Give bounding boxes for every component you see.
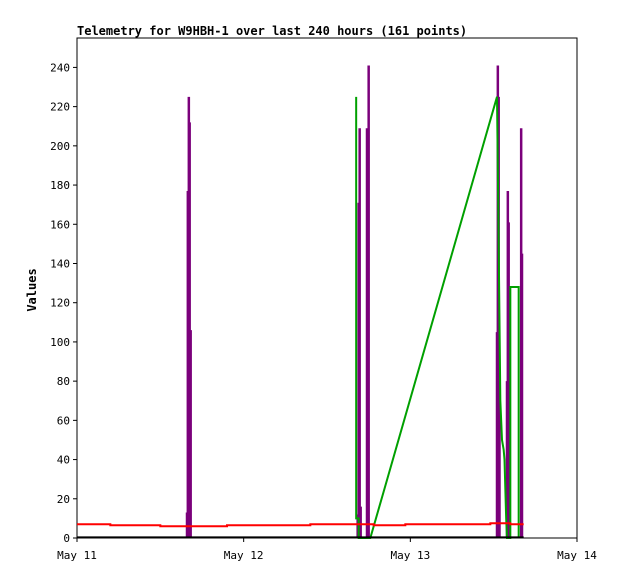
series-2 (77, 522, 524, 528)
x-tick-label: May 12 (224, 549, 264, 562)
y-tick-label: 140 (50, 257, 70, 270)
y-tick-label: 220 (50, 101, 70, 114)
x-tick-label: May 13 (390, 549, 430, 562)
series-1-line (355, 96, 520, 539)
y-tick-label: 240 (50, 61, 70, 74)
y-tick-label: 40 (57, 454, 70, 467)
plot-frame (76, 37, 578, 539)
y-tick-label: 80 (57, 375, 70, 388)
y-axis: 0 20 40 60 80 100 120 140 160 180 200 220 240 (50, 61, 77, 545)
y-tick-label: 180 (50, 179, 70, 192)
series-1 (355, 96, 520, 539)
y-tick-label: 100 (50, 336, 70, 349)
y-tick-label: 120 (50, 297, 70, 310)
x-axis: May 11 May 12 May 13 May 14 (57, 538, 597, 562)
chart-title: Telemetry for W9HBH-1 over last 240 hour… (77, 24, 467, 38)
y-tick-label: 160 (50, 218, 70, 231)
y-tick-label: 200 (50, 140, 70, 153)
y-axis-label: Values (25, 268, 39, 311)
x-tick-label: May 11 (57, 549, 97, 562)
x-tick-label: May 14 (557, 549, 597, 562)
series-2-line (77, 522, 524, 528)
series-layer (77, 65, 524, 539)
y-tick-label: 60 (57, 414, 70, 427)
y-tick-label: 20 (57, 493, 70, 506)
y-tick-label: 0 (63, 532, 70, 545)
